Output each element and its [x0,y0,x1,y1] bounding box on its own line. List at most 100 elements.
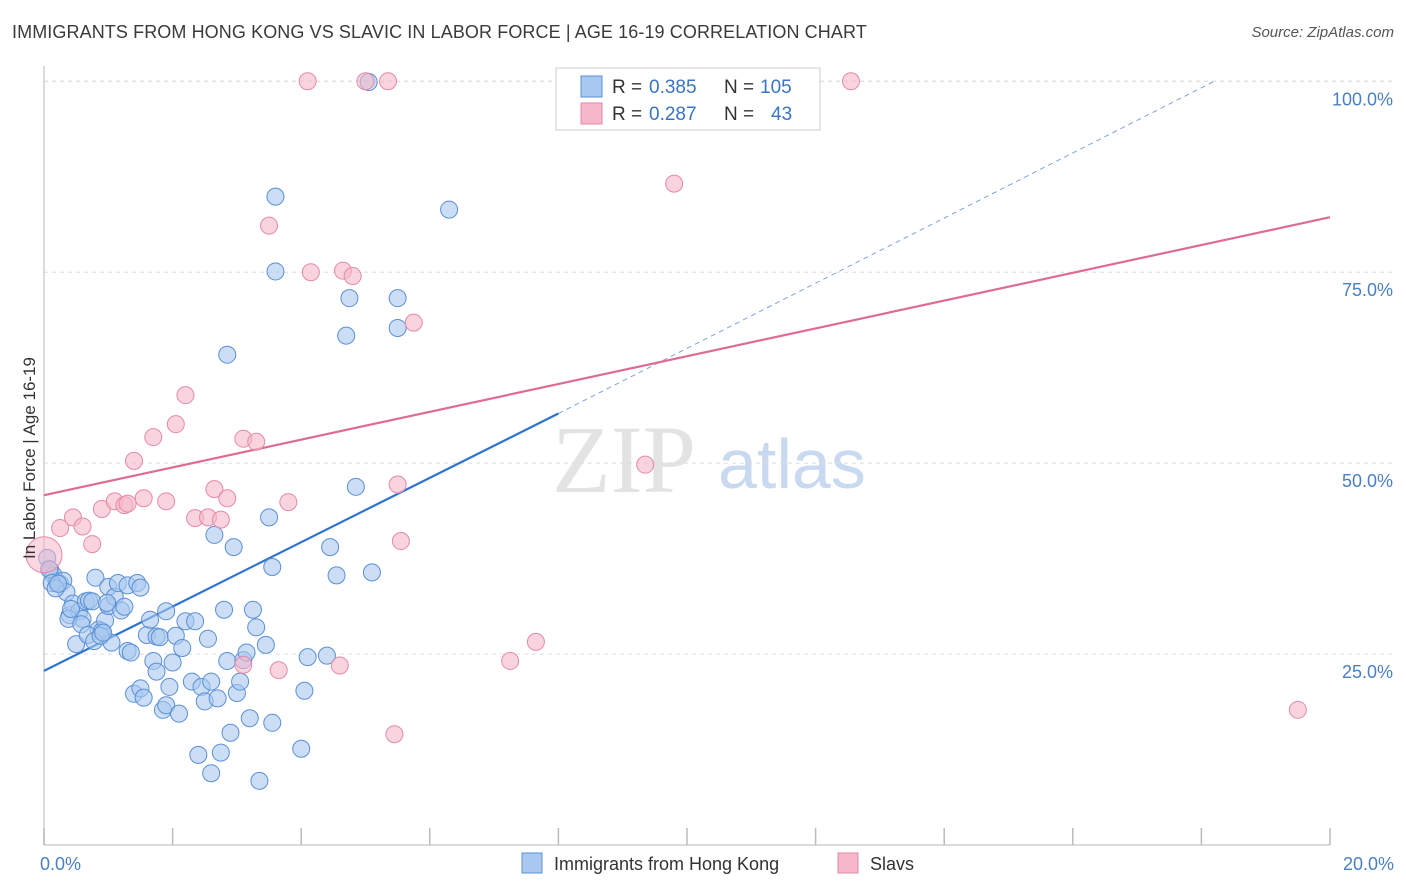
bottom-legend-label-hong-kong: Immigrants from Hong Kong [554,854,779,874]
point-hong-kong [247,618,266,637]
point-hong-kong [440,200,459,219]
point-hong-kong [163,653,182,672]
point-slavs [330,656,349,675]
point-hong-kong [256,635,275,654]
point-slavs [841,72,860,91]
y-tick-label-75: 75.0% [1342,280,1393,300]
point-hong-kong [157,602,176,621]
point-slavs [385,725,404,744]
x-tick-label-0: 0.0% [40,854,81,874]
point-slavs [665,174,684,193]
point-hong-kong [243,600,262,619]
point-hong-kong [202,672,221,691]
gridlines [44,80,1392,655]
point-hong-kong [202,764,221,783]
point-hong-kong [240,709,259,728]
point-hong-kong [94,623,113,642]
point-slavs [118,494,137,513]
point-slavs [269,661,288,680]
point-slavs [83,535,102,554]
point-slavs [301,263,320,282]
y-tick-label-25: 25.0% [1342,662,1393,682]
bottom-legend-swatch-hong-kong [521,852,543,874]
point-slavs [234,655,253,674]
point-hong-kong [141,610,160,629]
point-slavs [343,267,362,286]
point-hong-kong [115,597,134,616]
legend: R = 0.385 N = 105 R = 0.287 N = 43 [555,67,821,131]
watermark: ZIP atlas [552,406,866,513]
bottom-legend-swatch-slavs [837,852,859,874]
point-hong-kong [160,677,179,696]
point-slavs [125,451,144,470]
point-hong-kong [157,696,176,715]
point-slavs [157,492,176,511]
point-hong-kong [86,568,105,587]
point-slavs [404,313,423,332]
point-slavs [501,651,520,670]
point-hong-kong [186,612,205,631]
point-hong-kong [221,723,240,742]
point-hong-kong [292,739,311,758]
point-hong-kong [173,638,192,657]
point-slavs [73,517,92,536]
trendline-hong-kong-extension [558,80,1215,414]
point-hong-kong [317,646,336,665]
point-slavs [211,510,230,529]
point-slavs [279,493,298,512]
point-hong-kong [263,713,282,732]
point-slavs [356,72,375,91]
point-hong-kong [362,563,381,582]
point-hong-kong [121,643,140,662]
point-hong-kong [295,681,314,700]
point-slavs [144,428,163,447]
point-hong-kong [189,745,208,764]
y-tick-label-50: 50.0% [1342,471,1393,491]
point-slavs [1288,700,1307,719]
point-hong-kong [131,578,150,597]
point-hong-kong [321,538,340,557]
point-hong-kong [215,600,234,619]
y-tick-label-100: 100.0% [1332,89,1393,109]
point-hong-kong [260,508,279,527]
legend-r-label-1: R = [612,77,642,98]
point-hong-kong [62,600,81,619]
point-slavs [636,455,655,474]
point-slavs [205,480,224,499]
trend-lines [43,80,1331,672]
y-axis-label: In Labor Force | Age 16-19 [20,357,39,559]
point-slavs [51,519,70,538]
legend-swatch-hong-kong [580,75,603,98]
point-slavs [218,489,237,508]
point-slavs [25,536,63,574]
trendline-hong-kong [43,412,559,672]
legend-r-label-2: R = [612,104,642,125]
point-hong-kong [170,704,189,723]
legend-r-value-1: 0.385 [649,77,697,98]
legend-n-label-2: N = [724,104,754,125]
point-hong-kong [218,651,237,670]
point-hong-kong [150,628,169,647]
point-hong-kong [266,262,285,281]
legend-n-value-2: 43 [771,104,792,125]
source-label: Source: ZipAtlas.com [1251,24,1394,41]
point-hong-kong [147,662,166,681]
point-hong-kong [198,629,217,648]
point-slavs [247,432,266,451]
legend-r-value-2: 0.287 [649,104,697,125]
point-hong-kong [208,689,227,708]
point-hong-kong [211,743,230,762]
legend-n-value-1: 105 [760,77,792,98]
x-tick-label-20: 20.0% [1343,854,1394,874]
axes [43,66,1331,846]
point-hong-kong [231,672,250,691]
point-hong-kong [49,574,68,593]
chart-title: IMMIGRANTS FROM HONG KONG VS SLAVIC IN L… [12,22,867,42]
point-hong-kong [250,771,269,790]
bottom-legend-label-slavs: Slavs [870,854,914,874]
point-slavs [298,72,317,91]
point-slavs [176,386,195,405]
watermark-atlas: atlas [718,425,866,503]
point-hong-kong [266,187,285,206]
